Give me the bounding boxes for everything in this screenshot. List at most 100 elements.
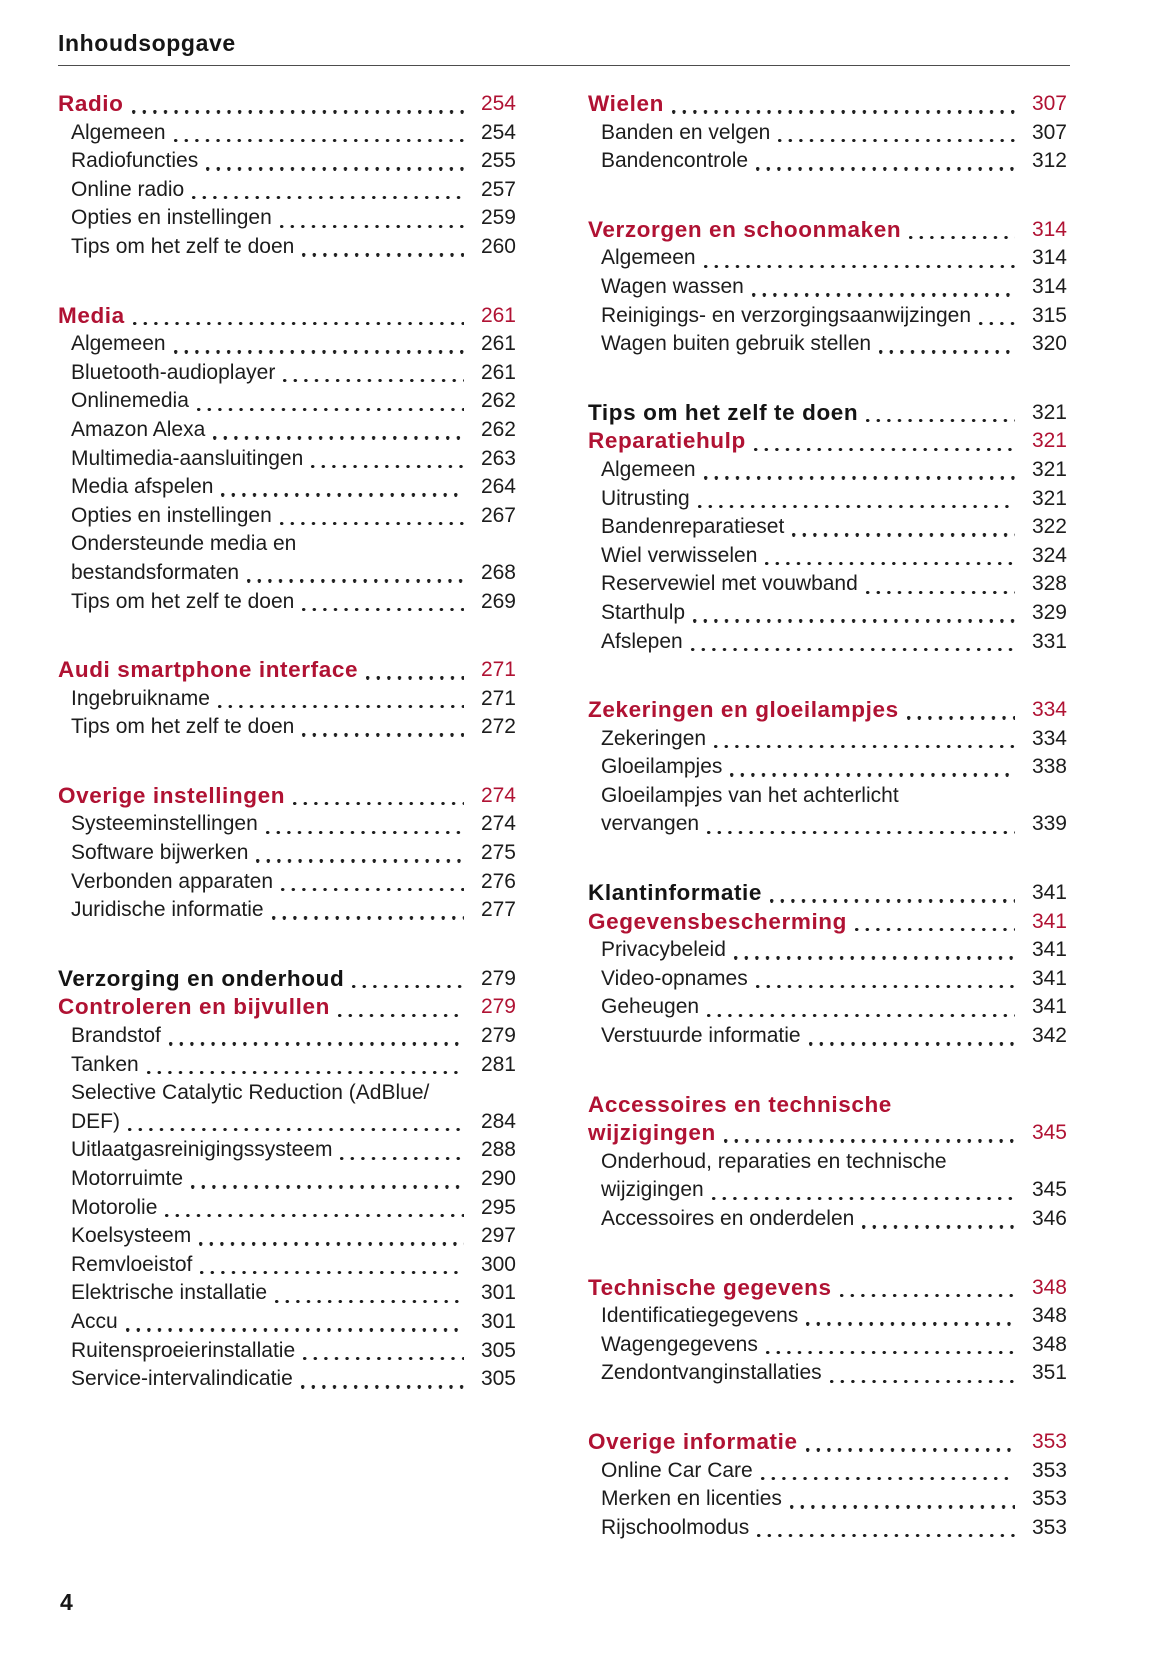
page-ref: 301	[480, 1309, 516, 1333]
dot-leader	[792, 533, 1015, 537]
toc-entry-label: Bluetooth-audioplayer	[71, 360, 276, 384]
toc-block: Media 261 Algemeen 261 Bluetooth-audioplayer…	[58, 302, 516, 617]
toc-entry-row: Media afspelen 264	[58, 473, 516, 502]
toc-heading-row: Tips om het zelf te doen 321	[588, 399, 1067, 428]
toc-entry-row: Starthulp 329	[588, 599, 1067, 628]
page-ref: 353	[1031, 1487, 1067, 1511]
page-ref: 348	[1031, 1304, 1067, 1328]
page-ref: 295	[480, 1195, 516, 1219]
dot-leader	[979, 321, 1015, 326]
dot-leader	[302, 253, 464, 257]
page-ref: 345	[1031, 1121, 1067, 1145]
page-ref: 274	[480, 812, 516, 836]
toc-entry-label: Afslepen	[601, 629, 683, 653]
page-ref: 275	[480, 841, 516, 865]
toc-entry-label: Systeeminstellingen	[71, 812, 258, 836]
toc-heading-row: Overige instellingen 274	[58, 782, 516, 811]
toc-entry-row: Wagen wassen 314	[588, 273, 1067, 302]
page-ref: 321	[1031, 400, 1067, 424]
toc-entry-label: Media afspelen	[71, 475, 214, 499]
page-ref: 341	[1031, 881, 1067, 905]
toc-entry-label: Accu	[71, 1309, 118, 1333]
page-ref: 284	[480, 1109, 516, 1133]
toc-entry-label: vervangen	[601, 812, 700, 836]
page-ref: 341	[1031, 995, 1067, 1019]
page-ref: 321	[1031, 429, 1067, 453]
dot-leader	[703, 476, 1015, 480]
page-ref: 261	[480, 332, 516, 356]
dot-leader	[256, 859, 464, 863]
page-ref: 307	[1031, 92, 1067, 115]
page-ref: 279	[480, 995, 516, 1019]
toc-heading-label: Accessoires en technische	[588, 1091, 892, 1117]
dot-leader	[221, 493, 464, 497]
toc-entry-row: bestandsformaten 268	[58, 559, 516, 588]
page-ref: 307	[1031, 120, 1067, 144]
page-ref: 341	[1031, 938, 1067, 962]
page-ref: 314	[1031, 246, 1067, 270]
dot-leader	[879, 350, 1015, 354]
toc-block: Overige informatie 353 Online Car Care 353 M…	[588, 1428, 1067, 1542]
dot-leader	[192, 195, 464, 200]
page-ref: 259	[480, 206, 516, 230]
toc-entry-label: Wagengegevens	[601, 1332, 758, 1356]
toc-entry-row: vervangen 339	[588, 810, 1067, 839]
page-ref: 272	[480, 715, 516, 739]
dot-leader	[855, 927, 1015, 932]
page-ref: 297	[480, 1224, 516, 1248]
dot-leader	[839, 1293, 1015, 1298]
toc-heading-label: Controleren en bijvullen	[58, 994, 330, 1020]
toc-entry-row: Tanken 281	[58, 1051, 516, 1080]
page-ref: 288	[480, 1138, 516, 1162]
page-ref: 348	[1031, 1275, 1067, 1299]
page-ref: 261	[480, 303, 516, 327]
dot-leader	[909, 235, 1015, 240]
dot-leader	[352, 985, 464, 989]
dot-leader	[200, 1270, 464, 1275]
page-ref: 353	[1031, 1515, 1067, 1539]
toc-entry-label: Algemeen	[71, 332, 166, 356]
dot-leader	[757, 1533, 1015, 1538]
page-ref: 351	[1031, 1361, 1067, 1385]
footer-page-number: 4	[60, 1589, 73, 1615]
toc-entry-row: Rijschoolmodus 353	[588, 1514, 1067, 1543]
toc-block: Zekeringen en gloeilampjes 334 Zekeringen 3…	[588, 696, 1067, 839]
toc-entry-row: Reinigings- en verzorgingsaanwijzingen 31…	[588, 302, 1067, 331]
toc-heading-label: Radio	[58, 91, 124, 116]
toc-heading-label: Overige informatie	[588, 1428, 798, 1454]
page-ref: 338	[1031, 755, 1067, 779]
toc-entry-row: Juridische informatie 277	[58, 896, 516, 925]
dot-leader	[778, 138, 1015, 143]
dot-leader	[271, 916, 464, 920]
toc-entry-row: Opties en instellingen 267	[58, 502, 516, 531]
page-ref: 267	[480, 503, 516, 527]
toc-heading-label: Gegevensbescherming	[588, 908, 847, 934]
toc-entry-row: Banden en velgen 307	[588, 119, 1067, 148]
dot-leader	[337, 1013, 464, 1018]
dot-leader	[711, 1196, 1015, 1200]
toc-heading-row: wijzigingen 345	[588, 1119, 1067, 1148]
page-ref: 301	[480, 1281, 516, 1305]
toc-entry-label: Ruitensproeierinstallatie	[71, 1338, 296, 1362]
dot-leader	[770, 899, 1015, 903]
dot-leader	[281, 887, 464, 892]
toc-entry-row: Tips om het zelf te doen 272	[58, 713, 516, 742]
toc-entry-label: Ingebruikname	[71, 686, 210, 710]
toc-entry-row: Amazon Alexa 262	[58, 416, 516, 445]
dot-leader	[765, 1350, 1015, 1355]
toc-entry-label: Service-intervalindicatie	[71, 1367, 293, 1391]
toc-entry-row: Motorruimte 290	[58, 1165, 516, 1194]
toc-entry-row: Ondersteunde media en	[58, 530, 516, 559]
toc-entry-row: Verstuurde informatie 342	[588, 1022, 1067, 1051]
dot-leader	[906, 716, 1015, 720]
page-ref: 334	[1031, 726, 1067, 750]
toc-entry-row: Algemeen 321	[588, 456, 1067, 485]
toc-block: Accessoires en technische wijzigingen 345 O…	[588, 1091, 1067, 1234]
toc-entry-label: Brandstof	[71, 1024, 161, 1048]
page-ref: 264	[480, 475, 516, 499]
page-ref: 277	[480, 898, 516, 922]
toc-entry-label: Motorolie	[71, 1195, 158, 1219]
toc-column-right: Wielen 307 Banden en velgen 307 Bandencontro…	[588, 90, 1067, 1542]
toc-entry-label: Algemeen	[601, 246, 696, 270]
